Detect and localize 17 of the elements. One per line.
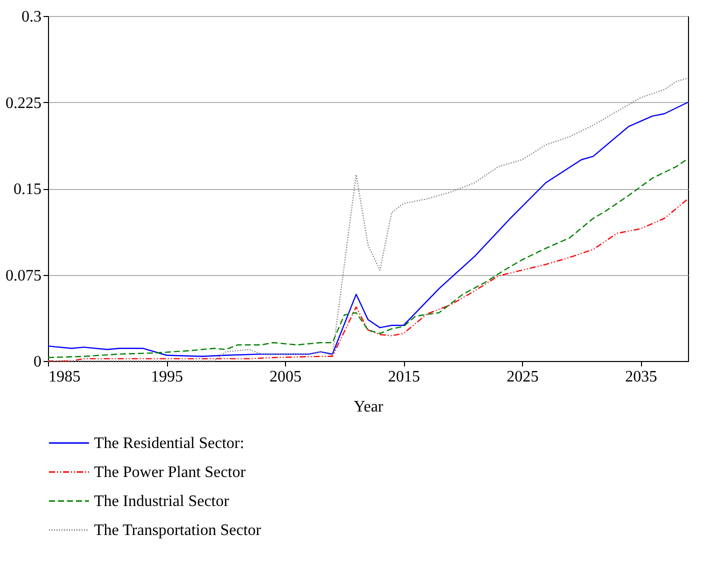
y-tick-label: 0.3 xyxy=(22,8,42,26)
line-series xyxy=(47,158,689,358)
y-tick-label: 0.15 xyxy=(14,181,42,198)
y-tick-label: 0.225 xyxy=(6,94,42,112)
legend-label: The Industrial Sector xyxy=(94,493,230,510)
legend-label: The Transportation Sector xyxy=(94,522,262,539)
x-tick-label: 1995 xyxy=(151,368,184,386)
x-axis-title: Year xyxy=(354,398,384,416)
x-tick-label: 2015 xyxy=(388,368,420,386)
y-tick-label: 0 xyxy=(34,354,42,370)
x-tick-label: 2035 xyxy=(625,368,658,386)
y-tick-label: 0.075 xyxy=(6,267,42,284)
legend-label: The Residential Sector: xyxy=(94,435,244,452)
legend-label: The Power Plant Sector xyxy=(94,464,246,481)
x-tick-label: 2025 xyxy=(506,368,539,386)
x-tick-label: 1985 xyxy=(48,368,80,386)
x-tick-label: 2005 xyxy=(270,368,302,386)
